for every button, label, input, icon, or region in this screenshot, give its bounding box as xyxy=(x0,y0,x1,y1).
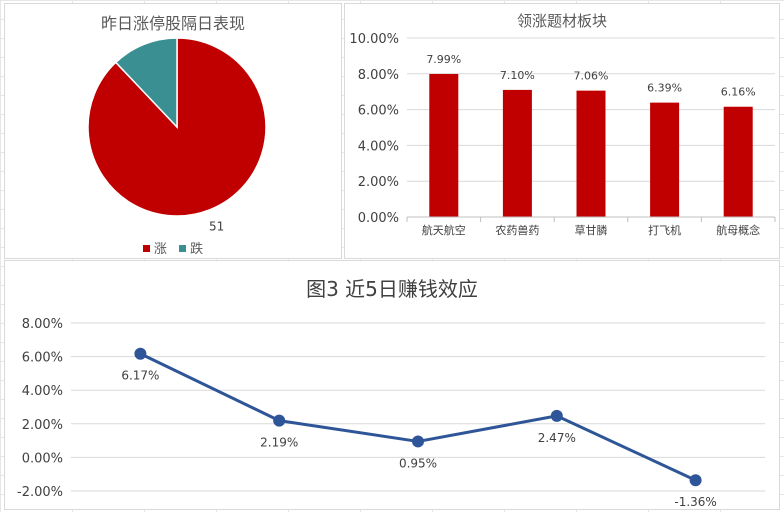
line-y-tick-label-3: 4.00% xyxy=(22,384,63,399)
line-chart-title: 图3 近5日赚钱效应 xyxy=(306,277,478,301)
bar-data-label-0: 7.99% xyxy=(426,53,461,66)
bar-4 xyxy=(723,106,753,217)
bar-y-tick-label-1: 2.00% xyxy=(358,175,399,190)
line-point-4 xyxy=(689,474,702,487)
line-y-tick-label-0: -2.00% xyxy=(17,485,63,500)
bar-y-tick-label-5: 10.00% xyxy=(349,32,399,47)
bar-category-label-0: 航天航空 xyxy=(422,223,466,237)
bar-data-label-4: 6.16% xyxy=(721,86,756,99)
bar-data-label-1: 7.10% xyxy=(500,69,535,82)
bar-category-label-2: 草甘膦 xyxy=(575,224,608,237)
line-y-tick-label-4: 6.00% xyxy=(22,351,63,366)
pie-chart: 51 xyxy=(87,37,267,233)
line-point-3 xyxy=(550,409,563,422)
bar-y-tick-label-3: 6.00% xyxy=(358,104,399,119)
legend-item-rise: 涨 xyxy=(142,238,167,257)
bar-category-label-3: 打飞机 xyxy=(648,223,681,237)
line-chart-panel[interactable]: 图3 近5日赚钱效应 -2.00% 0.00% 2.00% 4.00% 6.00% 8.0… xyxy=(4,260,780,510)
bar-1 xyxy=(502,89,532,217)
legend-swatch-fall xyxy=(179,245,187,252)
bar-0 xyxy=(429,73,459,217)
pie-legend: 涨 跌 xyxy=(5,238,341,257)
line-data-label-0: 6.17% xyxy=(121,369,159,383)
line-point-1 xyxy=(273,414,286,427)
line-data-label-3: 2.47% xyxy=(538,431,576,445)
bar-category-label-1: 农药兽药 xyxy=(495,223,539,237)
pie-chart-title: 昨日涨停股隔日表现 xyxy=(100,14,245,33)
bar-chart: 0.00% 2.00% 4.00% 6.00% 8.00% 10.00% 7.99% 航天航空… xyxy=(349,32,776,237)
legend-label-fall: 跌 xyxy=(190,242,204,257)
bar-data-label-3: 6.39% xyxy=(647,82,682,95)
line-chart: -2.00% 0.00% 2.00% 4.00% 6.00% 8.00% 6.17% 2.19… xyxy=(17,317,765,509)
line-y-tick-label-5: 8.00% xyxy=(22,317,63,332)
legend-item-fall: 跌 xyxy=(179,238,203,257)
line-point-0 xyxy=(134,347,147,360)
pie-chart-panel[interactable]: 昨日涨停股隔日表现 51 涨 跌 xyxy=(4,3,342,259)
line-y-tick-label-1: 0.00% xyxy=(22,451,63,466)
bar-y-tick-label-0: 0.00% xyxy=(358,211,399,226)
legend-label-rise: 涨 xyxy=(153,242,167,257)
bar-chart-title: 领涨题材板块 xyxy=(516,12,607,30)
bar-y-tick-label-4: 8.00% xyxy=(358,68,399,83)
bar-chart-panel[interactable]: 领涨题材板块 0.00% 2.00% 4.00% 6.00% 8.00% 10.00% 7.… xyxy=(344,3,780,259)
legend-swatch-rise xyxy=(142,245,150,252)
bar-category-label-4: 航母概念 xyxy=(716,223,760,237)
line-data-label-1: 2.19% xyxy=(260,436,298,450)
line-data-label-4: -1.36% xyxy=(674,495,716,509)
line-y-tick-label-2: 2.00% xyxy=(22,418,63,433)
pie-slice-1 xyxy=(114,37,178,129)
line-data-label-2: 0.95% xyxy=(399,456,437,470)
bar-y-tick-label-2: 4.00% xyxy=(358,139,399,154)
bar-2 xyxy=(576,90,606,217)
bar-data-label-2: 7.06% xyxy=(574,70,609,83)
line-point-2 xyxy=(412,435,424,448)
pie-data-label-0: 51 xyxy=(209,219,224,233)
bar-3 xyxy=(650,102,680,217)
